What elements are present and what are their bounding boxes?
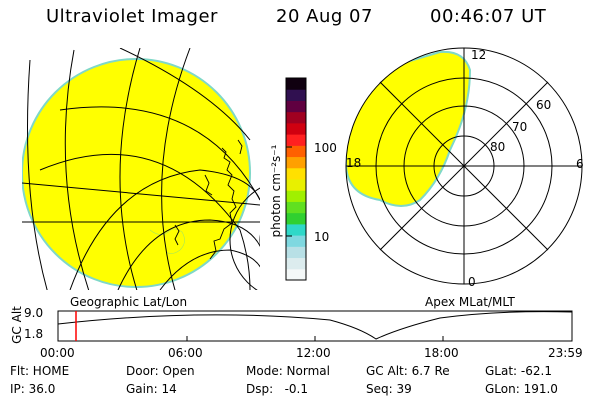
- status-gain: Gain: 14: [126, 382, 177, 396]
- uv-polar-coverage: [346, 50, 472, 207]
- colorbar-band: [286, 156, 306, 169]
- colorbar-band: [286, 167, 306, 180]
- colorbar-band: [286, 190, 306, 202]
- lat-lon-grid: [22, 48, 260, 290]
- mlat-label-80: 80: [490, 140, 506, 154]
- status-seq: Seq: 39: [366, 382, 412, 396]
- altitude-xtick-2359: 23:59: [548, 346, 583, 360]
- colorbar-band: [286, 223, 306, 236]
- colorbar-band: [286, 235, 306, 247]
- altitude-xtick-0000: 00:00: [40, 346, 75, 360]
- colorbar: [286, 78, 306, 281]
- colorbar-band: [286, 246, 306, 259]
- colorbar-label-10: 10: [314, 230, 330, 244]
- colorbar-unit-label: photon cm⁻²s⁻¹: [269, 144, 283, 238]
- status-dsp: Dsp: -0.1: [246, 382, 309, 396]
- colorbar-band: [286, 257, 306, 270]
- altitude-ylabel: GC Alt: [9, 306, 24, 344]
- altitude-xtick-0600: 06:00: [168, 346, 203, 360]
- mlat-label-70: 70: [512, 120, 528, 134]
- mlt-label-18: 18: [346, 156, 362, 170]
- colorbar-band: [286, 111, 306, 124]
- uv-image-disk: [22, 58, 251, 288]
- status-glat: GLat: -62.1: [485, 364, 552, 378]
- colorbar-band: [286, 122, 306, 135]
- app-title: Ultraviolet Imager: [46, 6, 218, 27]
- colorbar-band: [286, 179, 306, 191]
- apex-polar-map: [345, 47, 583, 285]
- colorbar-band: [286, 89, 306, 101]
- header-time: 00:46:07 UT: [430, 6, 547, 27]
- colorbar-band: [286, 100, 306, 113]
- polar-diag-2: [379, 81, 549, 251]
- altitude-ytick-9: 9.0: [24, 306, 44, 320]
- status-filter: Flt: HOME: [10, 364, 70, 378]
- coastline: [174, 139, 243, 260]
- colorbar-band: [286, 268, 306, 281]
- colorbar-band: [286, 78, 306, 90]
- mlt-label-12: 12: [471, 48, 487, 62]
- colorbar-band: [286, 145, 306, 158]
- geographic-caption: Geographic Lat/Lon: [70, 295, 188, 309]
- altitude-ytick-1-8: 1.8: [24, 327, 44, 341]
- status-door: Door: Open: [126, 364, 195, 378]
- status-ip: IP: 36.0: [10, 382, 56, 396]
- geographic-map: [22, 48, 260, 290]
- colorbar-band: [286, 134, 306, 146]
- status-glon: GLon: 191.0: [485, 382, 558, 396]
- mlat-label-60: 60: [536, 98, 552, 112]
- colorbar-band: [286, 201, 306, 214]
- colorbar-frame: [285, 77, 307, 281]
- altitude-xtick-1800: 18:00: [424, 346, 459, 360]
- colorbar-band: [286, 212, 306, 225]
- mlt-label-6: 6: [576, 157, 584, 171]
- altitude-plot: [57, 310, 573, 342]
- mlt-label-0: 0: [468, 275, 476, 289]
- status-mode: Mode: Normal: [246, 364, 330, 378]
- colorbar-label-100: 100: [314, 141, 337, 155]
- status-gc-alt: GC Alt: 6.7 Re: [366, 364, 450, 378]
- apex-caption: Apex MLat/MLT: [425, 295, 515, 309]
- header-date: 20 Aug 07: [276, 6, 373, 27]
- altitude-xtick-1200: 12:00: [296, 346, 331, 360]
- noise-pattern: [149, 228, 185, 254]
- altitude-curve: [57, 311, 573, 340]
